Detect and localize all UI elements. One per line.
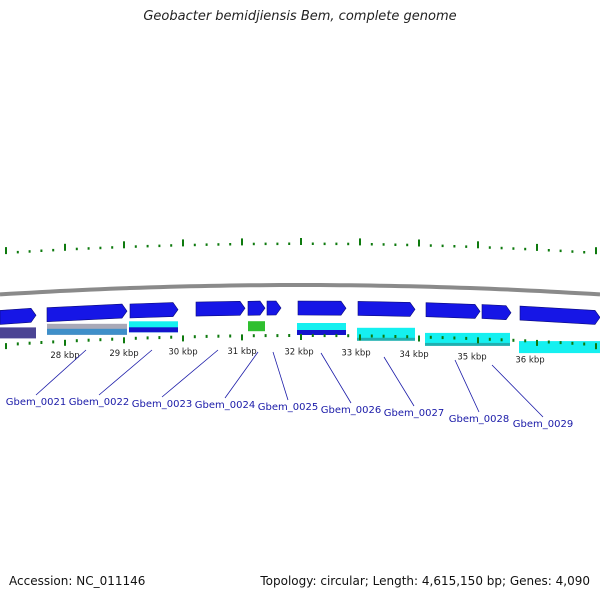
leader-line (272, 351, 289, 401)
scale-tick-label: 31 kbp (227, 347, 256, 357)
feature-bar (425, 332, 510, 344)
gene-labels: Gbem_0021 Gbem_0022 Gbem_0023 Gbem_0024 Gbem… (6, 349, 573, 430)
leader-line (383, 356, 415, 407)
scale-tick-label: 32 kbp (284, 347, 313, 357)
gene-label: Gbem_0022 (69, 397, 129, 408)
feature-bar (129, 321, 178, 333)
gene-arrow (519, 305, 600, 325)
gc-skew-inner-track (5, 334, 597, 350)
feature-bar (129, 327, 178, 333)
gene-arrow (481, 304, 512, 321)
genome-backbone (0, 283, 600, 297)
gene-arrow (357, 301, 416, 317)
scale-tick-label: 30 kbp (168, 348, 197, 358)
gene-label: Gbem_0021 (6, 397, 66, 408)
feature-bar (0, 327, 36, 339)
leader-line (98, 349, 153, 396)
gene-arrow (247, 300, 266, 316)
scale-tick-label: 36 kbp (515, 355, 544, 365)
scale-tick-label: 34 kbp (399, 350, 428, 360)
gene-arrow (266, 300, 282, 316)
gene-arrow (297, 300, 347, 316)
gene-arrow (0, 307, 37, 325)
leader-line (454, 359, 480, 413)
backbone-arc (0, 283, 600, 297)
gene-label: Gbem_0029 (513, 419, 573, 430)
leader-line (320, 352, 352, 404)
gene-arrow (195, 300, 246, 317)
accession-label: Accession: NC_011146 (9, 574, 146, 588)
scale-tick-label: 28 kbp (50, 351, 79, 361)
feature-bar (248, 321, 265, 332)
gene-arrow (425, 302, 481, 319)
scale-ticks: 28 kbp 29 kbp 30 kbp 31 kbp 32 kbp 33 kbp 34 k… (50, 347, 544, 365)
feature-bar (297, 330, 346, 335)
genome-summary: Topology: circular; Length: 4,615,150 bp… (260, 574, 590, 588)
scale-tick-label: 29 kbp (109, 349, 138, 359)
gene-arrow (129, 302, 179, 319)
gene-track (0, 300, 600, 354)
map-title: Geobacter bemidjiensis Bem, complete gen… (143, 9, 457, 24)
gene-label: Gbem_0026 (321, 405, 381, 416)
scale-tick-label: 33 kbp (341, 348, 370, 358)
gene-label: Gbem_0023 (132, 399, 192, 410)
gc-skew-outer-track (5, 238, 597, 255)
scale-tick-label: 35 kbp (457, 352, 486, 362)
gene-label: Gbem_0025 (258, 402, 318, 413)
gene-arrow (46, 303, 128, 323)
feature-bar (357, 337, 415, 341)
gene-label: Gbem_0027 (384, 408, 444, 419)
gene-label: Gbem_0024 (195, 400, 255, 411)
leader-line (161, 349, 219, 398)
feature-bar (357, 327, 415, 339)
feature-bar (425, 342, 510, 346)
feature-bar (519, 341, 600, 354)
gene-label: Gbem_0028 (449, 414, 509, 425)
feature-bar (297, 323, 346, 332)
feature-bar (47, 328, 127, 335)
leader-line (224, 351, 259, 399)
leader-line (35, 349, 87, 396)
leader-line (491, 364, 544, 418)
